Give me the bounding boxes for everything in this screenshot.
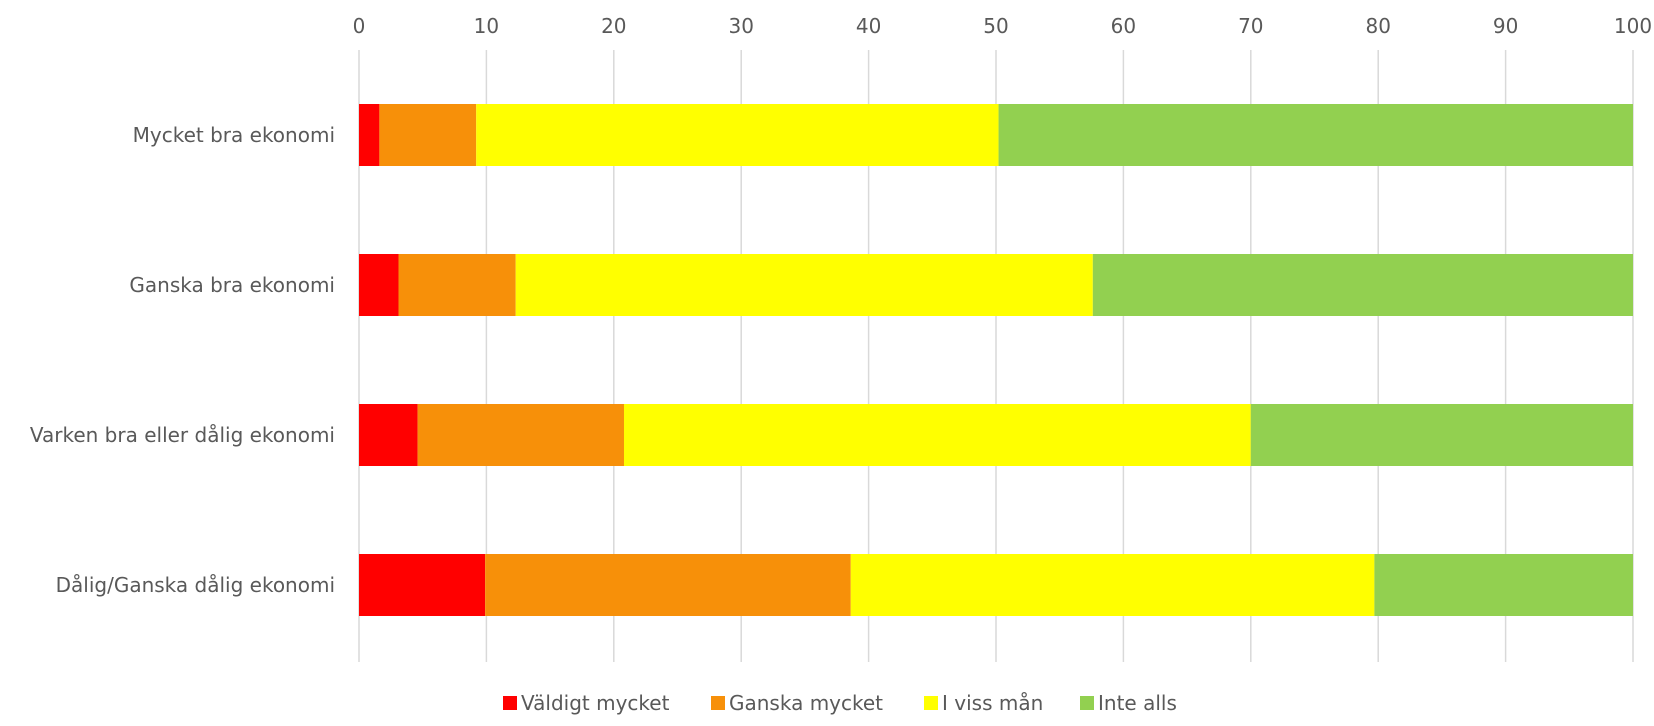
- legend-label: Väldigt mycket: [521, 691, 670, 715]
- bar-segment: [359, 254, 399, 316]
- bar-segment: [1374, 554, 1633, 616]
- bar-segment: [515, 254, 1093, 316]
- legend-label: Ganska mycket: [729, 691, 883, 715]
- category-label: Ganska bra ekonomi: [129, 273, 335, 297]
- bar-segment: [476, 104, 999, 166]
- x-tick-label: 30: [728, 14, 753, 38]
- legend-label: I viss mån: [942, 691, 1043, 715]
- x-tick-label: 10: [474, 14, 499, 38]
- bar-segment: [359, 554, 486, 616]
- x-tick-label: 100: [1614, 14, 1652, 38]
- category-label: Dålig/Ganska dålig ekonomi: [56, 573, 335, 597]
- x-tick-label: 90: [1493, 14, 1518, 38]
- bars: [359, 104, 1633, 616]
- legend-swatch: [503, 696, 517, 710]
- legend-swatch: [711, 696, 725, 710]
- bar-segment: [998, 104, 1633, 166]
- bar-segment: [398, 254, 516, 316]
- legend-label: Inte alls: [1098, 691, 1177, 715]
- bar-segment: [417, 404, 624, 466]
- legend: Väldigt mycket Ganska mycket I viss mån Int…: [503, 691, 1177, 715]
- legend-swatch: [1080, 696, 1094, 710]
- x-tick-label: 20: [601, 14, 626, 38]
- x-tick-label: 60: [1111, 14, 1136, 38]
- bar-segment: [379, 104, 477, 166]
- bar-segment: [359, 104, 380, 166]
- x-tick-label: 0: [353, 14, 366, 38]
- x-tick-label: 50: [983, 14, 1008, 38]
- x-tick-label: 70: [1238, 14, 1263, 38]
- category-label: Varken bra eller dålig ekonomi: [30, 423, 335, 447]
- bar-segment: [359, 404, 418, 466]
- bar-segment: [850, 554, 1375, 616]
- bar-segment: [485, 554, 851, 616]
- x-tick-label: 40: [856, 14, 881, 38]
- legend-swatch: [924, 696, 938, 710]
- x-axis-ticks: 0 10 20 30 40 50 60 70 80 90 100: [353, 14, 1652, 38]
- bar-segment: [1092, 254, 1633, 316]
- bar-segment: [1250, 404, 1633, 466]
- bar-segment: [623, 404, 1251, 466]
- category-label: Mycket bra ekonomi: [133, 123, 335, 147]
- category-labels: Mycket bra ekonomi Ganska bra ekonomi Vark…: [30, 123, 335, 597]
- x-tick-label: 80: [1365, 14, 1390, 38]
